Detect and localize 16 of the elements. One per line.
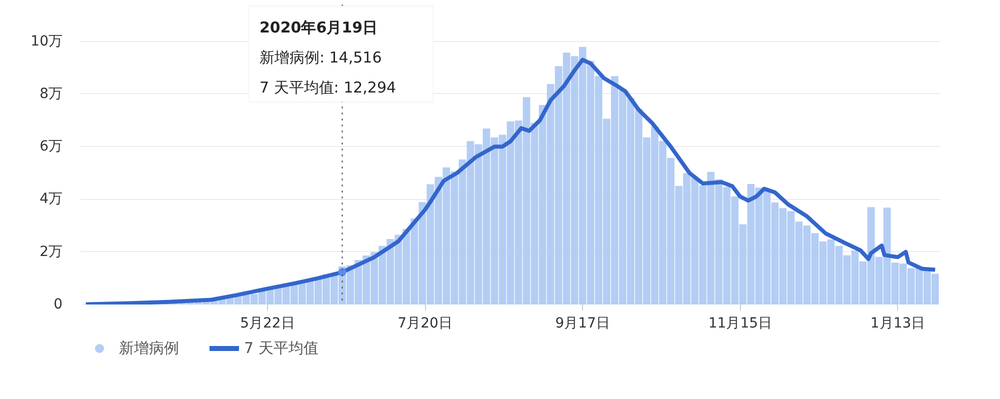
y-tick-label: 2万 (40, 244, 63, 260)
annotation: 2020年6月19日 (259, 18, 378, 36)
x-tick-label: 7月20日 (398, 316, 452, 332)
y-tick-label: 6万 (40, 138, 63, 155)
y-tick-label: 0 (54, 296, 63, 312)
y-tick-label: 10万 (30, 33, 63, 50)
x-tick-label: 11月15日 (708, 316, 772, 332)
y-tick-label: 8万 (40, 86, 63, 102)
annotation: 7 天平均值: 12,294 (259, 78, 396, 96)
x-tick-label: 9月17日 (555, 316, 610, 332)
x-tick-label: 1月13日 (870, 316, 926, 332)
annotation: 新增病例: 14,516 (259, 48, 382, 66)
x-tick-label: 5月22日 (240, 316, 295, 332)
legend-label: 7 天平均值 (244, 338, 318, 358)
y-tick-label: 4万 (40, 191, 63, 208)
legend-label: 新增病例 (119, 338, 179, 358)
